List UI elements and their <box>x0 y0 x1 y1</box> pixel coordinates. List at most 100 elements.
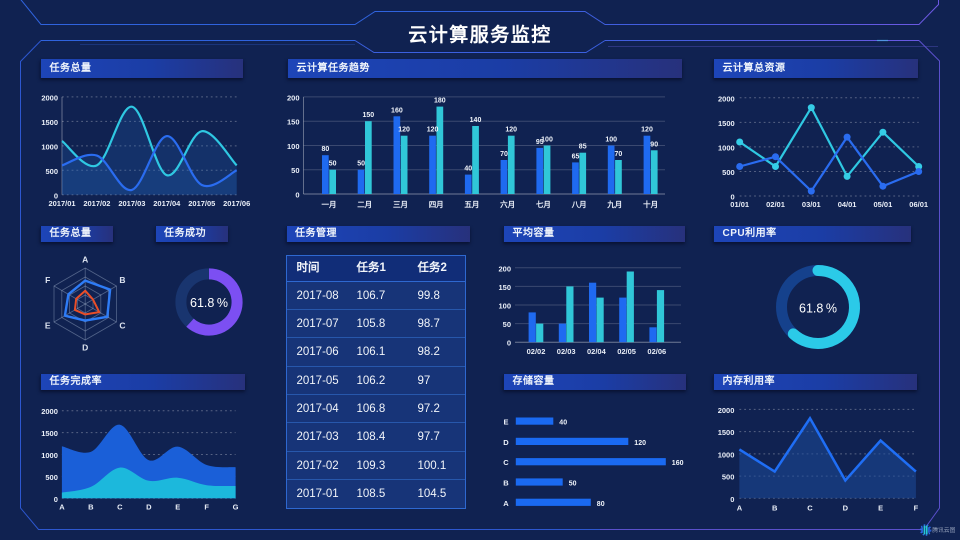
svg-text:65: 65 <box>572 153 580 160</box>
svg-text:2017/02: 2017/02 <box>83 199 110 208</box>
svg-text:50: 50 <box>291 166 299 175</box>
svg-text:五月: 五月 <box>464 200 479 209</box>
svg-text:500: 500 <box>722 168 735 177</box>
svg-text:三月: 三月 <box>393 200 408 209</box>
svg-text:85: 85 <box>579 144 587 151</box>
svg-text:四月: 四月 <box>429 200 444 209</box>
svg-text:500: 500 <box>45 167 58 176</box>
svg-text:100: 100 <box>605 137 617 144</box>
svg-text:1000: 1000 <box>41 451 58 460</box>
svg-text:02/03: 02/03 <box>557 347 576 356</box>
svg-text:180: 180 <box>434 98 446 105</box>
svg-text:腾讯云图: 腾讯云图 <box>932 526 955 534</box>
svg-text:61.8 %: 61.8 % <box>799 302 837 316</box>
svg-text:500: 500 <box>45 473 58 482</box>
svg-text:E: E <box>878 503 883 512</box>
svg-text:03/01: 03/01 <box>802 200 821 209</box>
svg-text:A: A <box>503 499 509 508</box>
svg-text:F: F <box>204 502 209 511</box>
svg-text:01/01: 01/01 <box>730 200 749 209</box>
svg-text:一月: 一月 <box>322 200 337 209</box>
svg-text:80: 80 <box>597 501 605 508</box>
svg-text:200: 200 <box>287 93 300 102</box>
svg-text:500: 500 <box>722 473 735 482</box>
svg-text:02/06: 02/06 <box>647 347 666 356</box>
svg-text:02/01: 02/01 <box>766 200 785 209</box>
svg-text:B: B <box>772 503 778 512</box>
svg-text:100: 100 <box>287 142 300 151</box>
svg-text:0: 0 <box>295 191 299 200</box>
svg-text:2000: 2000 <box>41 407 58 416</box>
svg-text:0: 0 <box>54 191 58 200</box>
svg-text:120: 120 <box>641 127 653 134</box>
svg-text:2000: 2000 <box>41 93 58 102</box>
svg-text:1500: 1500 <box>718 428 735 437</box>
svg-text:六月: 六月 <box>500 199 515 209</box>
svg-text:1500: 1500 <box>718 119 735 128</box>
svg-text:D: D <box>503 438 509 447</box>
svg-text:200: 200 <box>498 264 511 273</box>
svg-text:120: 120 <box>398 127 410 134</box>
svg-text:70: 70 <box>500 151 508 158</box>
svg-text:150: 150 <box>362 112 374 119</box>
svg-text:F: F <box>45 275 50 285</box>
svg-text:B: B <box>88 502 94 511</box>
svg-text:0: 0 <box>507 339 511 348</box>
svg-text:0: 0 <box>730 495 734 504</box>
svg-text:F: F <box>914 503 919 512</box>
svg-text:50: 50 <box>357 161 365 168</box>
svg-text:1000: 1000 <box>41 142 58 151</box>
svg-text:160: 160 <box>391 107 403 114</box>
svg-text:A: A <box>82 255 88 265</box>
svg-text:二月: 二月 <box>357 200 372 209</box>
svg-text:150: 150 <box>287 118 300 127</box>
svg-text:G: G <box>233 502 239 511</box>
svg-text:06/01: 06/01 <box>909 200 928 209</box>
svg-text:A: A <box>737 503 743 512</box>
svg-text:100: 100 <box>498 302 511 311</box>
svg-text:九月: 九月 <box>606 199 622 209</box>
svg-text:A: A <box>59 502 65 511</box>
svg-text:2017/06: 2017/06 <box>223 199 250 208</box>
svg-text:E: E <box>503 418 508 427</box>
svg-text:E: E <box>175 502 180 511</box>
svg-text:04/01: 04/01 <box>838 200 857 209</box>
svg-text:02/05: 02/05 <box>617 347 636 356</box>
svg-text:2017/03: 2017/03 <box>118 199 145 208</box>
svg-text:80: 80 <box>322 146 330 153</box>
svg-text:100: 100 <box>541 137 553 144</box>
svg-text:七月: 七月 <box>536 199 551 209</box>
svg-text:40: 40 <box>464 166 472 173</box>
svg-text:C: C <box>807 503 813 512</box>
svg-text:2017/05: 2017/05 <box>188 199 215 208</box>
svg-text:50: 50 <box>569 481 577 488</box>
svg-text:50: 50 <box>329 161 337 168</box>
svg-text:120: 120 <box>505 127 517 134</box>
svg-text:C: C <box>503 458 509 467</box>
svg-text:C: C <box>117 502 123 511</box>
svg-text:D: D <box>82 342 88 352</box>
svg-text:02/04: 02/04 <box>587 347 607 356</box>
svg-text:120: 120 <box>427 127 439 134</box>
svg-text:1000: 1000 <box>718 450 735 459</box>
svg-text:150: 150 <box>498 283 511 292</box>
svg-text:D: D <box>843 503 849 512</box>
svg-text:1000: 1000 <box>718 143 735 152</box>
svg-text:02/02: 02/02 <box>527 347 546 356</box>
svg-text:0: 0 <box>54 495 58 504</box>
svg-text:95: 95 <box>536 139 544 146</box>
svg-text:61.8 %: 61.8 % <box>190 296 228 310</box>
svg-text:40: 40 <box>559 420 567 427</box>
svg-text:140: 140 <box>470 117 482 124</box>
svg-text:0: 0 <box>731 193 735 202</box>
svg-text:1500: 1500 <box>41 429 58 438</box>
svg-text:70: 70 <box>615 151 623 158</box>
svg-text:十月: 十月 <box>643 199 658 209</box>
svg-text:E: E <box>45 320 51 330</box>
svg-text:B: B <box>503 479 509 488</box>
svg-text:八月: 八月 <box>571 200 587 209</box>
svg-text:2017/01: 2017/01 <box>48 199 75 208</box>
svg-text:2000: 2000 <box>718 94 735 103</box>
svg-text:05/01: 05/01 <box>874 200 893 209</box>
svg-text:120: 120 <box>634 440 646 447</box>
